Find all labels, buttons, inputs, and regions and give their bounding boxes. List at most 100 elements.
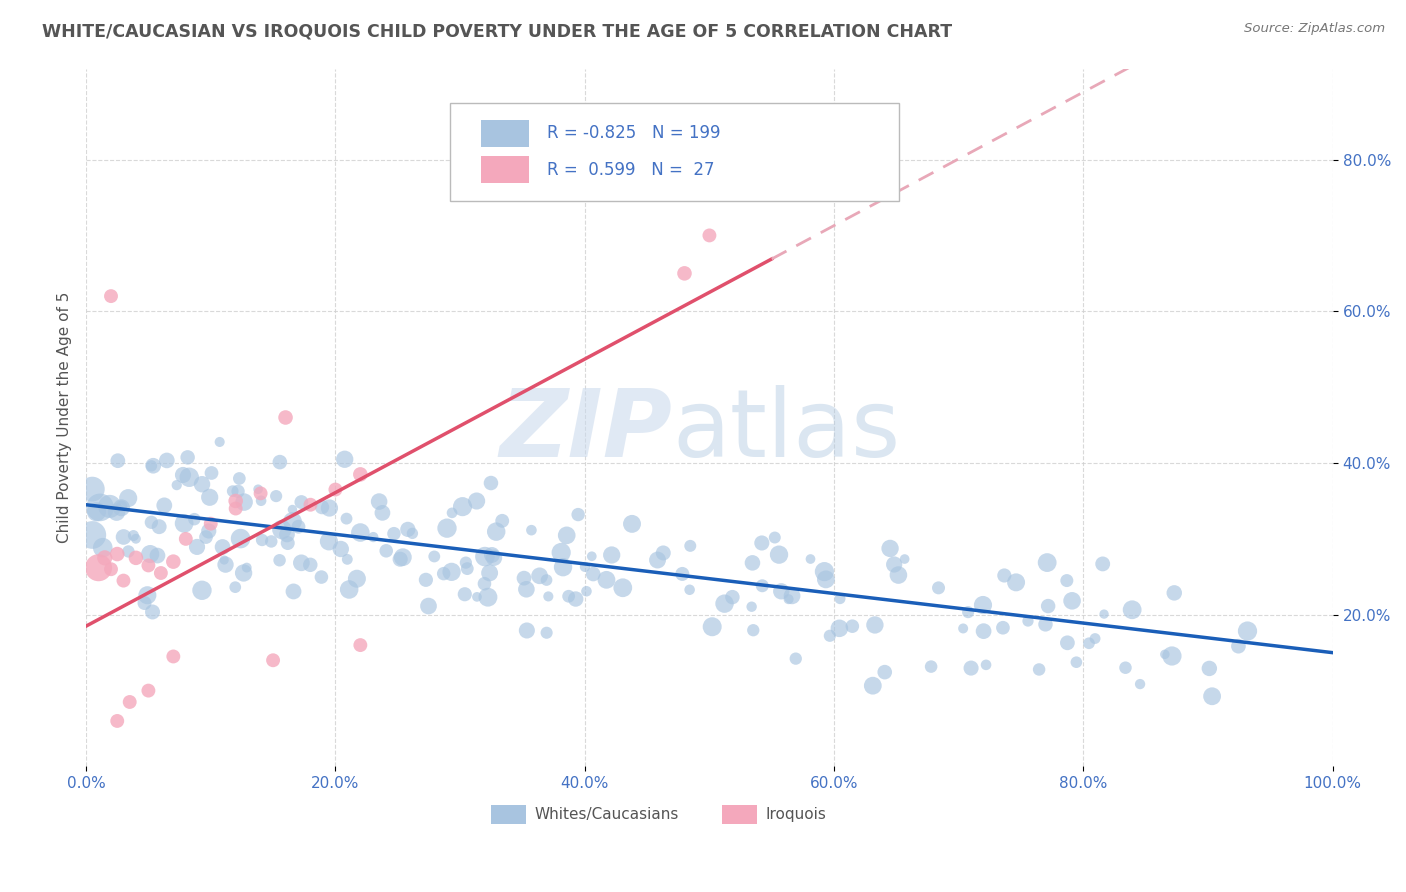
Point [262, 653, 284, 667]
Point [290, 556, 312, 570]
Point [125, 532, 148, 546]
Point [1028, 663, 1050, 677]
Point [264, 489, 287, 503]
Point [225, 501, 247, 516]
Point [269, 455, 291, 469]
Point [349, 467, 371, 482]
Point [957, 605, 980, 619]
Point [960, 661, 983, 675]
Point [879, 541, 901, 556]
Point [146, 549, 169, 563]
Point [1017, 614, 1039, 628]
Point [1114, 661, 1136, 675]
Point [329, 541, 352, 556]
Point [382, 526, 405, 541]
Point [873, 665, 896, 680]
Point [818, 629, 841, 643]
Point [920, 659, 942, 673]
Point [647, 553, 669, 567]
Point [595, 573, 617, 587]
Point [993, 568, 1015, 582]
Point [183, 512, 205, 526]
Point [401, 526, 423, 541]
Point [841, 619, 863, 633]
Point [600, 548, 623, 562]
Point [232, 566, 254, 580]
Point [186, 540, 208, 554]
Point [148, 519, 170, 533]
Point [225, 494, 247, 508]
Point [862, 679, 884, 693]
Point [780, 589, 803, 603]
Point [433, 566, 456, 581]
Point [557, 589, 579, 603]
Point [972, 598, 994, 612]
Point [195, 530, 218, 544]
Point [721, 590, 744, 604]
Point [176, 450, 198, 465]
Point [973, 624, 995, 639]
Point [82, 528, 104, 542]
Point [713, 597, 735, 611]
Point [87, 560, 110, 574]
Point [751, 536, 773, 550]
Bar [721, 805, 756, 824]
Point [581, 549, 603, 564]
Point [299, 498, 322, 512]
Point [228, 471, 250, 485]
Point [110, 500, 132, 514]
Point [89, 500, 111, 515]
Point [436, 521, 458, 535]
Point [679, 539, 702, 553]
Bar [481, 156, 529, 183]
Point [281, 502, 304, 516]
Text: Iroquois: Iroquois [765, 807, 827, 822]
Point [513, 571, 536, 585]
Point [224, 580, 246, 594]
Point [363, 530, 385, 544]
Text: Source: ZipAtlas.com: Source: ZipAtlas.com [1244, 22, 1385, 36]
Point [112, 530, 135, 544]
Point [138, 683, 160, 698]
Point [153, 499, 176, 513]
Point [110, 500, 132, 515]
Point [778, 592, 800, 607]
Point [200, 466, 222, 480]
Point [260, 534, 283, 549]
Point [1035, 617, 1057, 632]
Point [349, 638, 371, 652]
Point [337, 582, 360, 597]
Point [828, 621, 851, 635]
Point [1092, 607, 1115, 621]
Point [138, 558, 160, 573]
Point [814, 573, 837, 587]
Point [191, 477, 214, 491]
Point [122, 528, 145, 542]
Point [200, 516, 222, 531]
Point [211, 540, 233, 554]
Point [100, 562, 122, 576]
Point [212, 553, 235, 567]
Point [952, 622, 974, 636]
Point [1236, 624, 1258, 638]
Point [247, 482, 270, 496]
Point [100, 289, 122, 303]
Point [1121, 603, 1143, 617]
Point [1153, 648, 1175, 662]
Point [582, 567, 605, 582]
Point [1163, 586, 1185, 600]
Point [1036, 556, 1059, 570]
Point [141, 458, 163, 473]
Point [1005, 575, 1028, 590]
Point [828, 591, 851, 606]
Point [974, 657, 997, 672]
Point [226, 484, 249, 499]
Point [415, 573, 437, 587]
Point [94, 550, 117, 565]
Point [1056, 636, 1078, 650]
Point [1161, 648, 1184, 663]
Point [162, 649, 184, 664]
Point [456, 561, 478, 575]
Point [214, 558, 236, 572]
Point [515, 582, 537, 597]
